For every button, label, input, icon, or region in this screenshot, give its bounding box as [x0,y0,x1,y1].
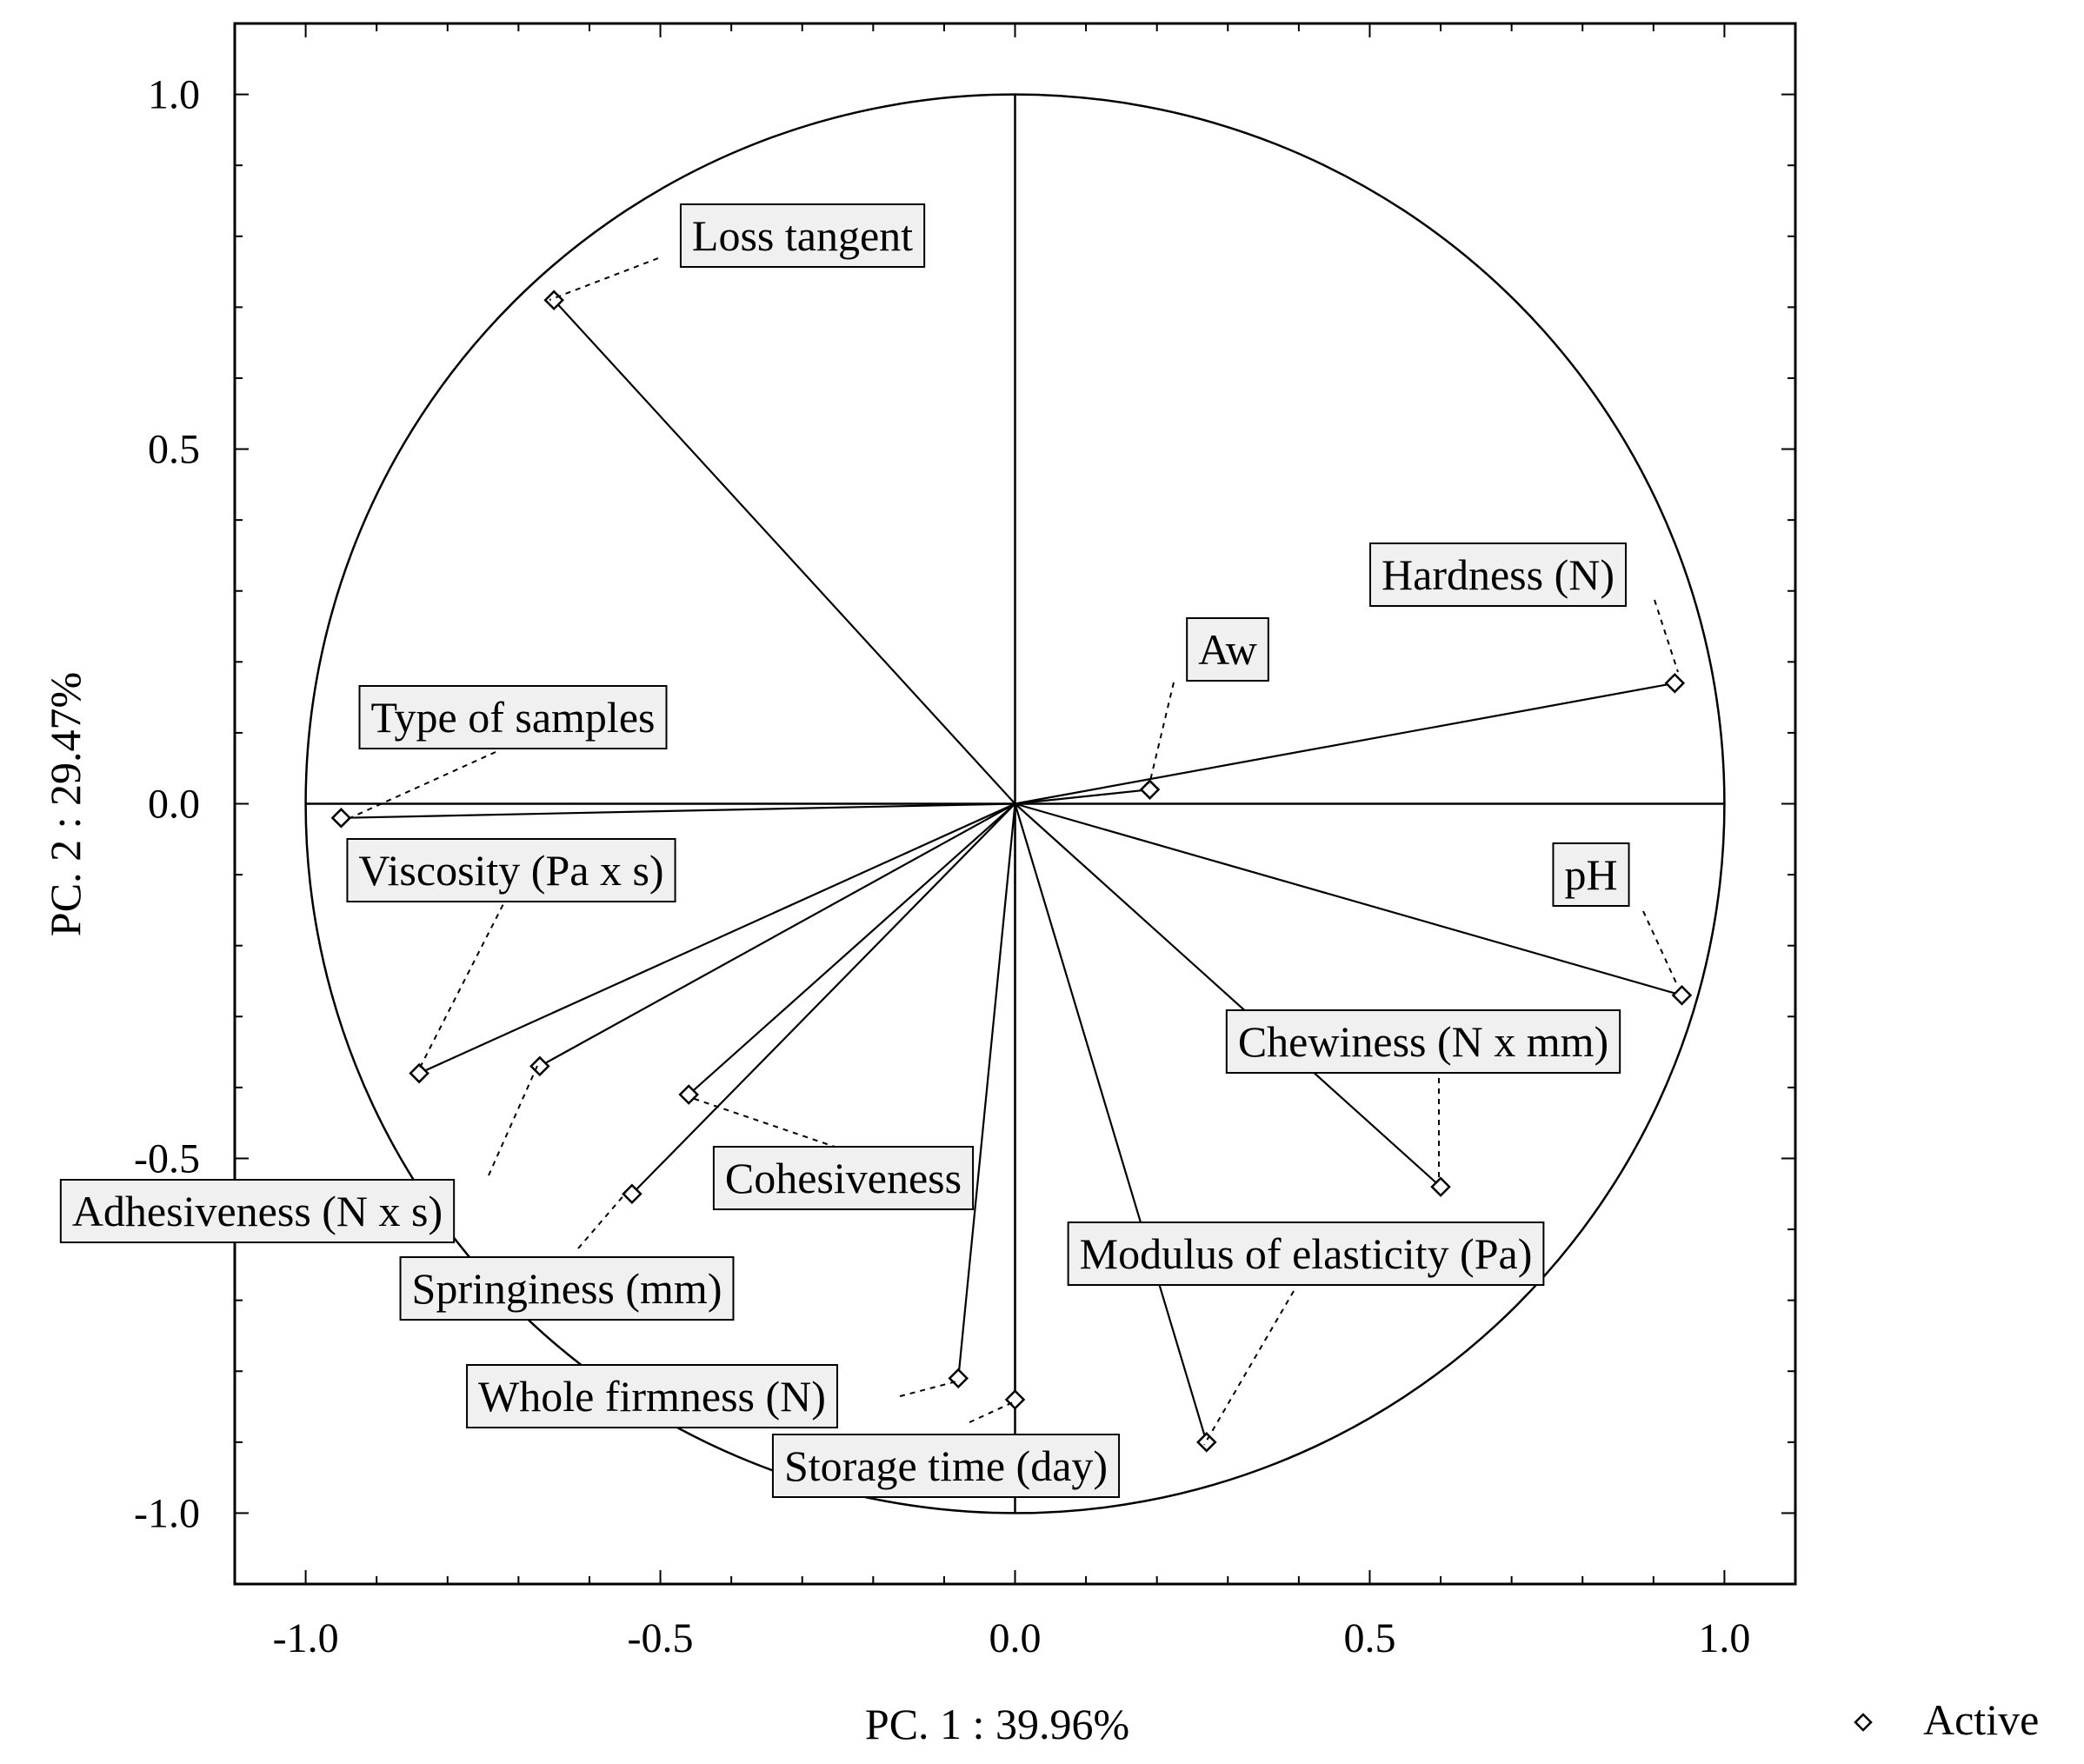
x-axis-title: PC. 1 : 39.96% [865,1700,1129,1748]
vector-line [1015,789,1150,805]
legend-label: Active [1923,1695,2039,1744]
x-tick-label: 0.5 [1343,1615,1395,1661]
x-tick-label: -0.5 [628,1615,694,1661]
vector-line [553,299,1016,805]
vector-line [1014,802,1441,1188]
data-point [409,1062,429,1084]
data-point [678,1084,699,1105]
data-point [948,1368,969,1389]
legend-marker-icon [1854,1713,1873,1732]
leader-line [347,751,496,820]
point-label-text: Storage time (day) [784,1441,1108,1490]
leader-line [488,1065,538,1176]
point-label-text: Loss tangent [692,211,913,260]
data-point [330,808,352,829]
point-label: Storage time (day) [771,1434,1121,1498]
vector-line [1014,803,1208,1443]
vector-line [418,802,1015,1075]
vector-line [341,802,1015,819]
point-label: pH [1552,842,1630,907]
leader-line [1149,682,1175,785]
point-label-text: Whole firmness (N) [478,1372,826,1421]
leader-line [577,1192,627,1249]
label-box [1186,617,1269,682]
point-label-text: Viscosity (Pa x s) [358,846,663,895]
data-point [1139,779,1161,800]
point-label: Cohesiveness [712,1146,975,1210]
point-label-text: Hardness (N) [1382,550,1615,599]
x-tick-label: 0.0 [989,1615,1042,1661]
point-label-text: Cohesiveness [725,1154,962,1202]
point-label-text: Aw [1198,625,1257,674]
label-box [358,685,668,749]
point-label: Chewiness (N x mm) [1225,1009,1621,1074]
vector-line [1015,802,1682,996]
label-box [466,1364,838,1428]
label-box [1552,842,1630,907]
point-label: Whole firmness (N) [466,1364,838,1428]
label-box [399,1256,735,1321]
vector-line [631,802,1016,1195]
label-box [1225,1009,1621,1074]
data-point [529,1055,550,1077]
y-tick-label: 1.0 [148,72,200,118]
point-label-text: pH [1564,850,1617,899]
vector-line [1015,682,1675,805]
label-box [679,203,926,268]
point-label-text: Adhesiveness (N x s) [72,1187,443,1235]
vector-line [539,802,1016,1068]
point-label: Loss tangent [679,203,926,268]
label-box [1067,1221,1545,1286]
y-tick-label: -1.0 [134,1490,200,1536]
point-label-text: Type of samples [371,693,656,742]
leader-line [419,895,509,1068]
y-tick-label: 0.0 [148,782,200,828]
x-tick-label: -1.0 [273,1615,339,1661]
point-label: Hardness (N) [1369,543,1627,607]
data-point [1671,985,1693,1006]
point-label-text: Chewiness (N x mm) [1238,1017,1608,1066]
leader-line [549,257,659,301]
data-point [1664,673,1686,694]
label-box [346,838,676,902]
ticks-layer: -1.0 -0.5 0.0 0.5 1.0 1.0 0.5 0.0 -0.5 -1.0 [134,72,1750,1661]
label-box [1369,543,1627,607]
point-label: Viscosity (Pa x s) [346,838,676,902]
point-label: Adhesiveness (N x s) [59,1179,456,1243]
vectors-layer [330,290,1693,1453]
labels-layer: Loss tangent Hardness (N) Aw Type of sample… [59,203,1630,1498]
y-axis-title: PC. 2 : 29.47% [41,672,90,936]
data-point [1430,1176,1451,1197]
leader-line [689,1096,838,1148]
point-label: Aw [1186,617,1269,682]
label-box [771,1434,1121,1498]
label-box [59,1179,456,1243]
label-box [712,1146,975,1210]
point-label: Springiness (mm) [399,1256,735,1321]
vector-line [957,803,1016,1379]
leader-line [899,1381,957,1397]
point-label-text: Springiness (mm) [412,1264,722,1313]
leaders-layer [347,257,1679,1446]
x-tick-label: 1.0 [1698,1615,1750,1661]
point-label: Type of samples [358,685,668,749]
data-point [1196,1432,1217,1453]
point-label-text: Modulus of elasticity (Pa) [1080,1229,1533,1278]
leader-line [1642,910,1679,988]
y-tick-label: -0.5 [134,1135,200,1182]
leader-line [1654,599,1679,673]
unit-circle [304,93,1726,1514]
data-point [1004,1389,1026,1410]
y-tick-label: 0.5 [148,427,200,473]
data-point [622,1183,643,1205]
leader-line [1203,1290,1295,1446]
vector-line [688,802,1016,1095]
leader-line [969,1401,1014,1423]
legend: Active [1854,1695,2039,1744]
point-label: Modulus of elasticity (Pa) [1067,1221,1545,1286]
